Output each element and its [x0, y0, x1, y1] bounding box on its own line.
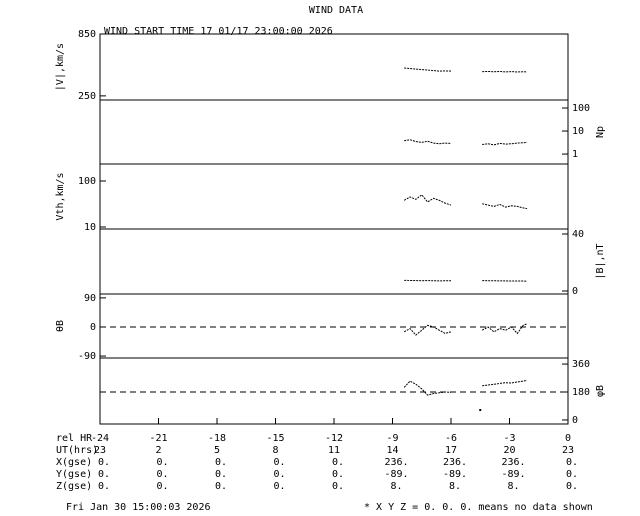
cell: 0.	[332, 457, 344, 468]
x-tick-label: 0	[565, 433, 571, 444]
cell: 0.	[273, 469, 285, 480]
row-label: UT(hrs)	[56, 445, 98, 456]
footer-right: * X Y Z = 0. 0. 0. means no data shown	[364, 502, 593, 512]
cell: 236.	[384, 457, 408, 468]
cell: 23	[562, 445, 574, 456]
x-tick-label: -21	[149, 433, 167, 444]
cell: 0.	[566, 469, 578, 480]
cell: 2	[155, 445, 161, 456]
cell: 0.	[332, 481, 344, 492]
cell: 0.	[215, 457, 227, 468]
panel-frame	[99, 228, 569, 295]
cell: 0.	[98, 469, 110, 480]
cell: 0.	[273, 481, 285, 492]
cell: -89.	[384, 469, 408, 480]
cell: 17	[445, 445, 457, 456]
row-label: Z(gse)	[56, 481, 92, 492]
cell: -89.	[443, 469, 467, 480]
cell: 236.	[501, 457, 525, 468]
y-tick-label: 180	[572, 387, 590, 398]
data-line	[482, 379, 528, 387]
subtitle: WIND START TIME 17 01/17 23:00:00 2026	[104, 26, 333, 37]
cell: 8.	[390, 481, 402, 492]
cell: 0.	[215, 481, 227, 492]
panel-frame	[99, 99, 569, 165]
y-tick-label: 0	[572, 286, 578, 297]
row-label: Y(gse)	[56, 469, 92, 480]
y-tick-label: 90	[84, 293, 96, 304]
cell: -89.	[501, 469, 525, 480]
y-tick-label: 40	[572, 229, 584, 240]
data-line	[403, 324, 452, 336]
y-tick-label: 0	[90, 322, 96, 333]
cell: 8.	[449, 481, 461, 492]
cell: 0.	[98, 481, 110, 492]
cell: 0.	[332, 469, 344, 480]
y-tick-label: 10	[572, 126, 584, 137]
cell: 5	[214, 445, 220, 456]
y-axis-label: |B|,nT	[595, 243, 606, 279]
data-line	[481, 323, 528, 335]
x-tick-label: -6	[445, 433, 457, 444]
y-tick-label: 1	[572, 149, 578, 160]
x-tick-label: -15	[266, 433, 284, 444]
cell: 0.	[98, 457, 110, 468]
row-label: X(gse)	[56, 457, 92, 468]
data-point	[479, 409, 482, 412]
panel-frame	[99, 357, 569, 425]
cell: 0.	[215, 469, 227, 480]
data-line	[482, 203, 528, 210]
cell: 11	[328, 445, 340, 456]
cell: 0.	[156, 469, 168, 480]
data-line	[403, 380, 452, 396]
cell: 236.	[443, 457, 467, 468]
x-tick-label: -3	[503, 433, 515, 444]
cell: 8	[272, 445, 278, 456]
cell: 20	[503, 445, 515, 456]
y-tick-label: 100	[572, 103, 590, 114]
y-tick-label: 360	[572, 359, 590, 370]
cell: 23	[94, 445, 106, 456]
data-line	[404, 139, 452, 145]
x-tick-label: -12	[325, 433, 343, 444]
y-tick-label: 850	[78, 29, 96, 40]
data-line	[404, 67, 452, 72]
panel-frame	[99, 33, 569, 101]
y-axis-label: |V|,km/s	[55, 43, 66, 91]
chart-title: WIND DATA	[309, 5, 363, 16]
y-axis-label: φB	[595, 385, 606, 397]
data-line	[482, 70, 528, 73]
data-line	[403, 194, 452, 206]
table-header: rel HR	[56, 433, 93, 444]
cell: 14	[386, 445, 398, 456]
cell: 0.	[156, 481, 168, 492]
cell: 0.	[156, 457, 168, 468]
panel-frame	[99, 163, 569, 230]
y-tick-label: 0	[572, 415, 578, 426]
cell: 0.	[566, 457, 578, 468]
x-tick-label: -9	[386, 433, 398, 444]
y-axis-label: Vth,km/s	[55, 172, 66, 220]
panel-frame	[99, 293, 569, 359]
data-line	[482, 280, 528, 282]
x-tick-label: -24	[91, 433, 109, 444]
y-axis-label: θB	[55, 320, 66, 332]
cell: 8.	[507, 481, 519, 492]
data-line	[482, 141, 528, 146]
cell: 0.	[273, 457, 285, 468]
y-tick-label: 250	[78, 91, 96, 102]
x-tick-label: -18	[208, 433, 226, 444]
footer-left: Fri Jan 30 15:00:03 2026	[66, 502, 211, 512]
y-tick-label: -90	[78, 351, 96, 362]
y-axis-label: Np	[595, 126, 606, 138]
y-tick-label: 10	[84, 222, 96, 233]
cell: 0.	[566, 481, 578, 492]
y-tick-label: 100	[78, 176, 96, 187]
data-line	[404, 279, 451, 282]
